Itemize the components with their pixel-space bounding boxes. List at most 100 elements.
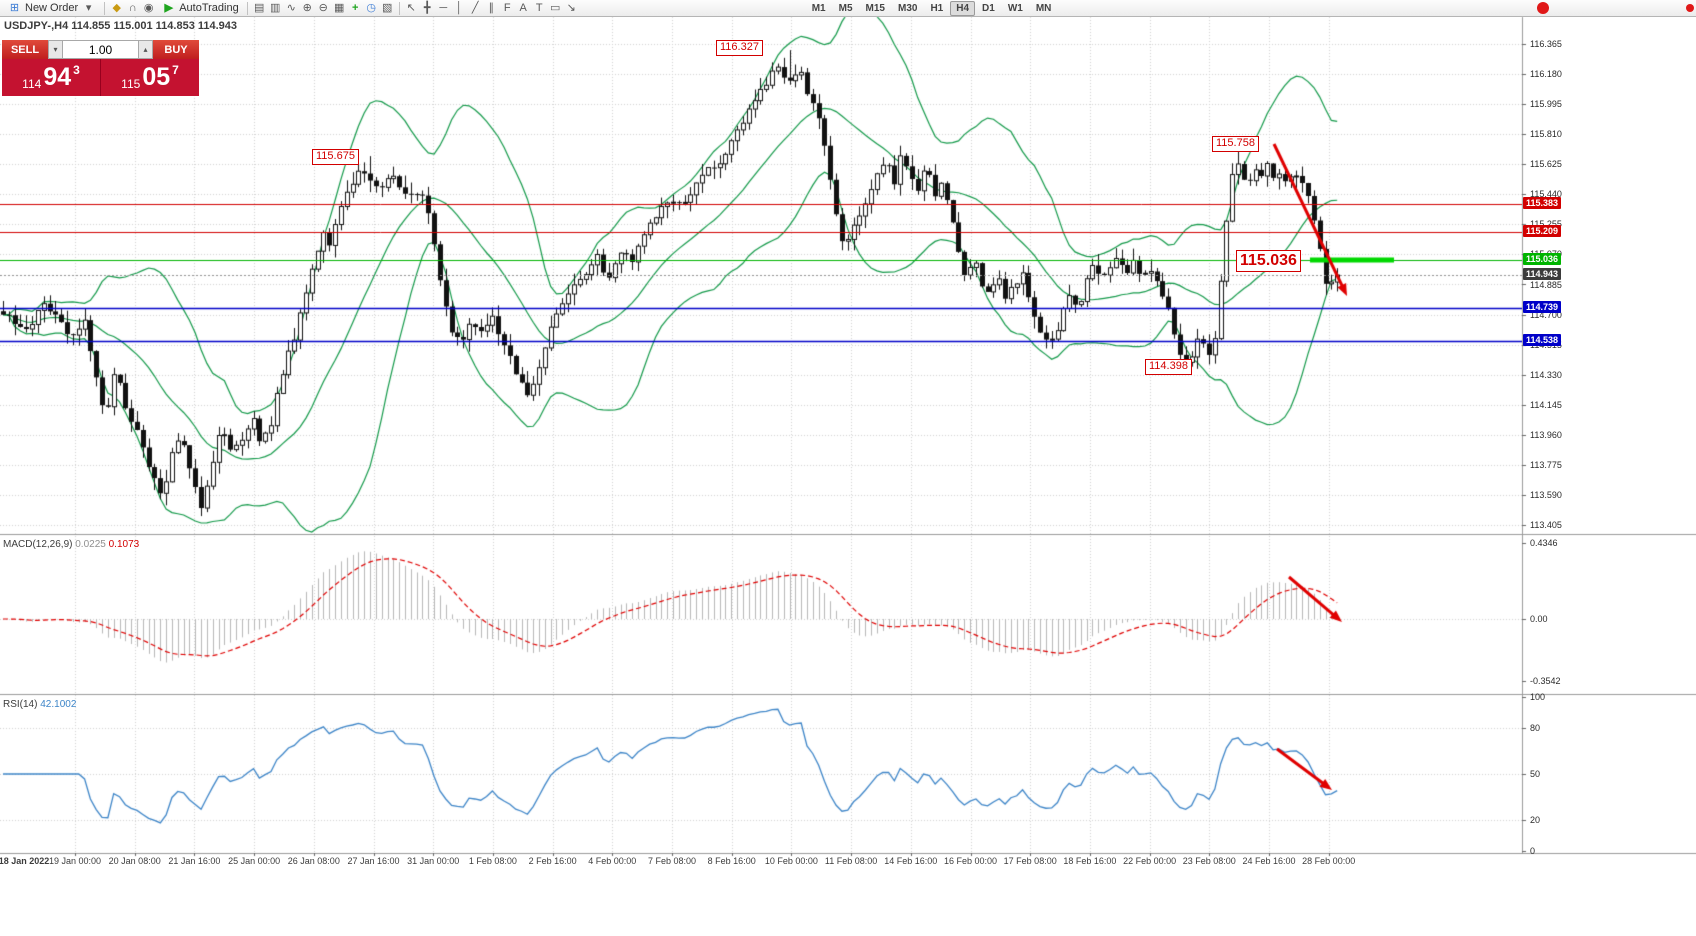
buy-price-point: 7 [172,63,179,77]
chart-bars-icon[interactable]: ▤ [254,1,265,14]
timeframe-m5[interactable]: M5 [838,2,853,14]
timeframe-m30[interactable]: M30 [897,2,918,14]
toolbar-separator [104,1,106,15]
macd-name: MACD(12,26,9) [3,539,73,550]
price-axis-tick: 114.330 [1530,369,1562,380]
buy-price[interactable]: 115 05 7 [101,59,199,96]
price-axis-tick: 114.885 [1530,279,1562,290]
price-axis-tick: 115.440 [1530,189,1562,200]
crosshair-icon[interactable]: ╋ [423,1,431,14]
virtual-hosting-icon[interactable]: ∩ [128,1,137,14]
time-axis-label: 10 Feb 00:00 [764,856,818,866]
price-level-tag: 114.538 [1523,333,1562,346]
cursor-icon[interactable]: ↖ [406,1,416,14]
fibonacci-icon[interactable]: F [503,1,511,14]
add-indicator-icon[interactable]: + [352,1,359,14]
price-level-tag: 114.943 [1523,268,1562,281]
price-axis-tick: 113.590 [1530,489,1562,500]
sell-price-figure: 114 [22,77,42,91]
timeframe-h4[interactable]: H4 [950,0,976,16]
expert-advisors-icon[interactable]: ◆ [112,1,121,14]
text-label-icon[interactable]: T [535,1,543,14]
toolbar: ⊞ New Order ▾ ◆ ∩ ◉ ▶ AutoTrading ▤ ▥ ∿ … [0,0,1696,17]
timeframe-mn[interactable]: MN [1035,2,1052,14]
price-axis-tick: 115.255 [1530,219,1562,229]
autotrading-button[interactable]: ▶ AutoTrading [157,1,243,16]
time-axis-label: 19 Jan 00:00 [48,856,102,866]
price-axis-tick: 116.365 [1530,39,1562,49]
time-axis-label: 25 Jan 00:00 [228,856,281,866]
sell-price[interactable]: 114 94 3 [2,59,101,96]
notifications-icon[interactable] [1537,2,1549,14]
equidistant-channel-icon[interactable]: ∥ [488,1,494,14]
price-axis-tick: 114.145 [1530,399,1562,410]
price-axis-tick: 115.995 [1530,99,1562,110]
toolbar-separator [398,1,400,15]
trade-controls-row: SELL ▾ ▴ BUY [2,40,199,59]
vertical-line-icon[interactable]: │ [455,1,463,14]
time-axis-label: 28 Feb 00:00 [1302,856,1356,866]
price-axis-tick: 113.960 [1530,429,1562,440]
sell-price-pips: 94 [43,63,72,91]
price-axis-tick: 113.405 [1530,520,1562,530]
time-axis-label: 1 Feb 08:00 [468,856,517,866]
price-callout-label[interactable]: 114.398 [1145,359,1192,375]
macd-axis-tick: 0.00 [1530,614,1548,624]
rsi-axis-tick: 20 [1530,815,1541,826]
time-axis-label: 18 Jan 2022 [0,856,50,866]
chart-candles-icon[interactable]: ▥ [270,1,281,14]
volume-increase-button[interactable]: ▴ [138,40,153,59]
rsi-value: 42.1002 [40,699,77,710]
periods-icon[interactable]: ◷ [366,1,377,14]
sell-button[interactable]: SELL [2,40,48,59]
arrows-icon[interactable]: ↘ [566,1,576,14]
time-axis-label: 4 Feb 00:00 [588,856,637,866]
time-axis-label: 8 Feb 16:00 [707,856,756,866]
price-axis-tick: 116.180 [1530,69,1562,80]
rsi-axis-tick: 0 [1530,846,1536,856]
autotrading-play-icon: ▶ [164,1,173,14]
timeframe-w1[interactable]: W1 [1007,2,1023,14]
tile-windows-icon[interactable]: ▦ [334,1,345,14]
price-level-tag: 115.209 [1523,224,1562,237]
price-callout-label[interactable]: 115.036 [1236,250,1301,272]
templates-icon[interactable]: ▧ [382,1,393,14]
trendline-icon[interactable]: ╱ [471,1,479,14]
timeframe-m15[interactable]: M15 [865,2,885,14]
chart-line-icon[interactable]: ∿ [286,1,296,14]
price-callout-label[interactable]: 115.675 [312,149,359,165]
shapes-icon[interactable]: ▭ [550,1,561,14]
volume-input[interactable] [63,40,138,59]
price-callout-label[interactable]: 115.758 [1212,136,1259,152]
time-axis-label: 17 Feb 08:00 [1003,856,1057,866]
time-axis-label: 14 Feb 16:00 [884,856,938,866]
timeframe-h1[interactable]: H1 [930,2,944,14]
zoom-out-icon[interactable]: ⊖ [318,1,328,14]
time-axis-label: 2 Feb 16:00 [528,856,577,866]
new-order-button[interactable]: ⊞ New Order ▾ [3,1,100,16]
signals-icon[interactable]: ◉ [143,1,154,14]
time-axis-label: 16 Feb 00:00 [943,856,998,866]
timeframe-m1[interactable]: M1 [811,2,826,14]
macd-axis-tick: -0.3542 [1530,675,1561,686]
time-axis-label: 20 Jan 08:00 [108,856,161,866]
macd-axis-tick: 0.4346 [1530,538,1558,549]
new-order-icon: ⊞ [9,1,20,14]
zoom-in-icon[interactable]: ⊕ [302,1,312,14]
toolbar-separator [246,1,248,15]
time-axis-label: 21 Jan 16:00 [168,856,221,866]
rsi-name: RSI(14) [3,699,38,710]
new-order-label: New Order [25,2,79,14]
timeframe-d1[interactable]: D1 [982,2,995,14]
rsi-axis-tick: 100 [1530,692,1546,702]
price-callout-label[interactable]: 116.327 [716,40,763,56]
alert-dot-icon [1686,4,1694,12]
horizontal-line-icon[interactable]: ─ [439,1,448,14]
text-icon[interactable]: A [519,1,527,14]
price-axis-tick: 115.810 [1530,129,1562,140]
rsi-axis-tick: 80 [1530,722,1541,733]
macd-indicator-label: MACD(12,26,9) 0.0225 0.1073 [3,539,139,550]
buy-button[interactable]: BUY [153,40,199,59]
volume-decrease-button[interactable]: ▾ [48,40,63,59]
